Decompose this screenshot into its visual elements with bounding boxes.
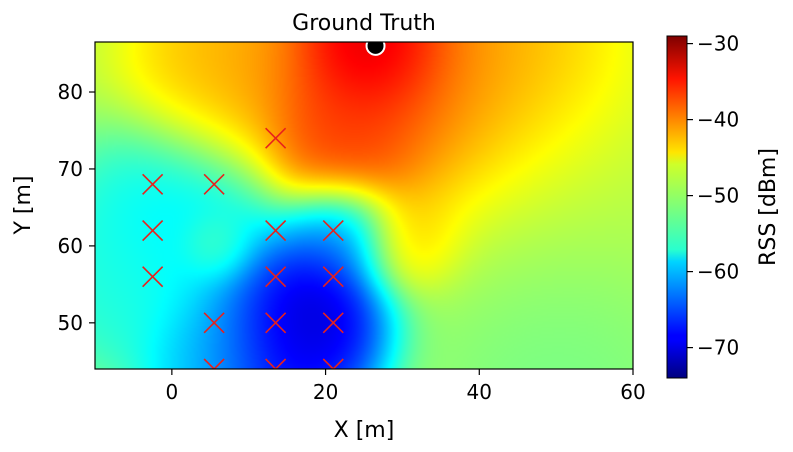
sensor-marker xyxy=(203,173,225,195)
sensor-marker xyxy=(322,312,344,334)
sensor-marker xyxy=(203,312,225,334)
x-tick-label: 60 xyxy=(620,380,645,404)
colorbar-tick-label: −50 xyxy=(697,184,739,208)
transmitter-marker xyxy=(365,42,386,56)
y-tick-label: 80 xyxy=(58,80,83,104)
x-tick-label: 0 xyxy=(165,380,178,404)
colorbar-tick-label: −30 xyxy=(697,32,739,56)
sensor-marker xyxy=(142,173,164,195)
y-axis-label: Y [m] xyxy=(11,175,36,235)
sensor-marker xyxy=(265,358,287,369)
sensor-marker xyxy=(142,266,164,288)
rss-heatmap xyxy=(95,42,633,369)
sensor-marker xyxy=(322,358,344,369)
colorbar-tick-label: −70 xyxy=(697,336,739,360)
x-tick-label: 40 xyxy=(467,380,492,404)
plot-frame xyxy=(94,41,634,370)
x-axis: 0 20 40 60 xyxy=(165,369,646,404)
y-tick-label: 50 xyxy=(58,311,83,335)
sensor-marker xyxy=(203,358,225,369)
chart-title: Ground Truth xyxy=(292,11,436,36)
sensor-marker xyxy=(265,266,287,288)
sensor-marker xyxy=(322,266,344,288)
sensor-marker xyxy=(322,219,344,242)
sensor-marker xyxy=(265,312,287,334)
x-tick-label: 20 xyxy=(313,380,338,404)
sensor-marker xyxy=(265,127,287,149)
sensor-markers xyxy=(142,127,344,369)
sensor-marker xyxy=(265,219,287,242)
y-tick-label: 70 xyxy=(58,157,83,181)
heatmap-area xyxy=(95,42,633,369)
colorbar-tick-label: −60 xyxy=(697,260,739,284)
sensor-marker xyxy=(142,219,164,242)
colorbar-axis: −30 −40 −50 −60 −70 xyxy=(687,32,739,360)
y-tick-label: 60 xyxy=(58,234,83,258)
x-axis-label: X [m] xyxy=(334,418,395,443)
y-axis: 50 60 70 80 xyxy=(58,80,95,335)
colorbar-tick-label: −40 xyxy=(697,108,739,132)
colorbar xyxy=(666,35,688,379)
colorbar-label: RSS [dBm] xyxy=(756,148,781,266)
